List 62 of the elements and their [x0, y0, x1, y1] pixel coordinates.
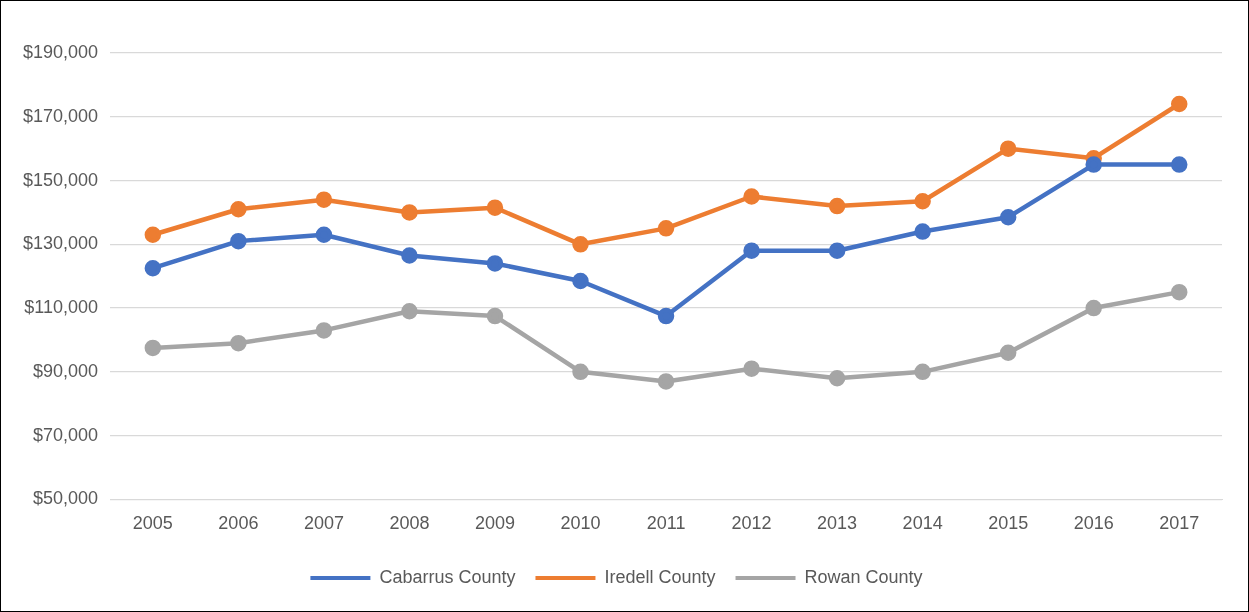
point	[572, 272, 589, 290]
point	[572, 236, 589, 253]
point	[230, 232, 247, 250]
point	[401, 204, 418, 221]
x-tick-label: 2009	[474, 513, 515, 534]
point	[1170, 156, 1188, 173]
point	[999, 208, 1017, 226]
x-tick-label: 2010	[560, 513, 601, 534]
point	[657, 373, 675, 390]
x-tick-label: 2005	[132, 513, 173, 534]
y-tick-label: $110,000	[24, 297, 99, 318]
point	[572, 363, 589, 381]
point	[486, 255, 504, 272]
point	[914, 223, 931, 240]
y-tick-label: $70,000	[33, 424, 99, 445]
y-tick-label: $170,000	[23, 105, 99, 126]
x-tick-label: 2014	[902, 513, 943, 534]
point	[144, 259, 162, 277]
point	[1170, 95, 1188, 113]
point	[657, 307, 675, 325]
x-tick-label: 2012	[731, 513, 772, 534]
point	[486, 307, 504, 325]
x-tick-label: 2006	[218, 513, 259, 534]
point	[657, 220, 675, 237]
point	[401, 303, 418, 320]
point	[230, 200, 247, 218]
point	[144, 226, 162, 243]
x-tick-label: 2013	[817, 513, 858, 534]
point	[828, 197, 846, 215]
point	[315, 226, 333, 243]
x-tick-label: 2011	[646, 513, 686, 534]
x-tick-label: 2008	[389, 513, 430, 534]
point	[914, 193, 931, 210]
x-tick-label: 2016	[1073, 513, 1114, 534]
point	[486, 199, 504, 216]
point	[1085, 156, 1102, 173]
x-tick-label: 2015	[988, 513, 1029, 534]
point	[315, 322, 333, 339]
point	[828, 369, 846, 387]
point	[144, 339, 162, 357]
x-tick-label: 2017	[1159, 513, 1200, 534]
y-tick-label: $130,000	[23, 233, 99, 254]
point	[743, 242, 760, 259]
point	[401, 247, 418, 264]
point	[999, 140, 1017, 157]
legend-label: Rowan County	[804, 566, 923, 587]
point	[743, 360, 760, 377]
y-tick-label: $50,000	[33, 488, 99, 509]
y-tick-label: $150,000	[23, 169, 99, 190]
legend-label: Iredell County	[604, 566, 716, 587]
legend-label: Cabarrus County	[379, 566, 516, 587]
point	[1170, 283, 1188, 301]
point	[230, 334, 247, 352]
point	[999, 344, 1017, 361]
y-tick-label: $90,000	[33, 360, 99, 381]
point	[914, 363, 931, 381]
point	[1085, 299, 1102, 317]
point	[828, 242, 846, 259]
point	[743, 188, 760, 205]
point	[315, 191, 333, 208]
y-tick-label: $190,000	[23, 41, 99, 62]
x-tick-label: 2007	[303, 513, 344, 534]
